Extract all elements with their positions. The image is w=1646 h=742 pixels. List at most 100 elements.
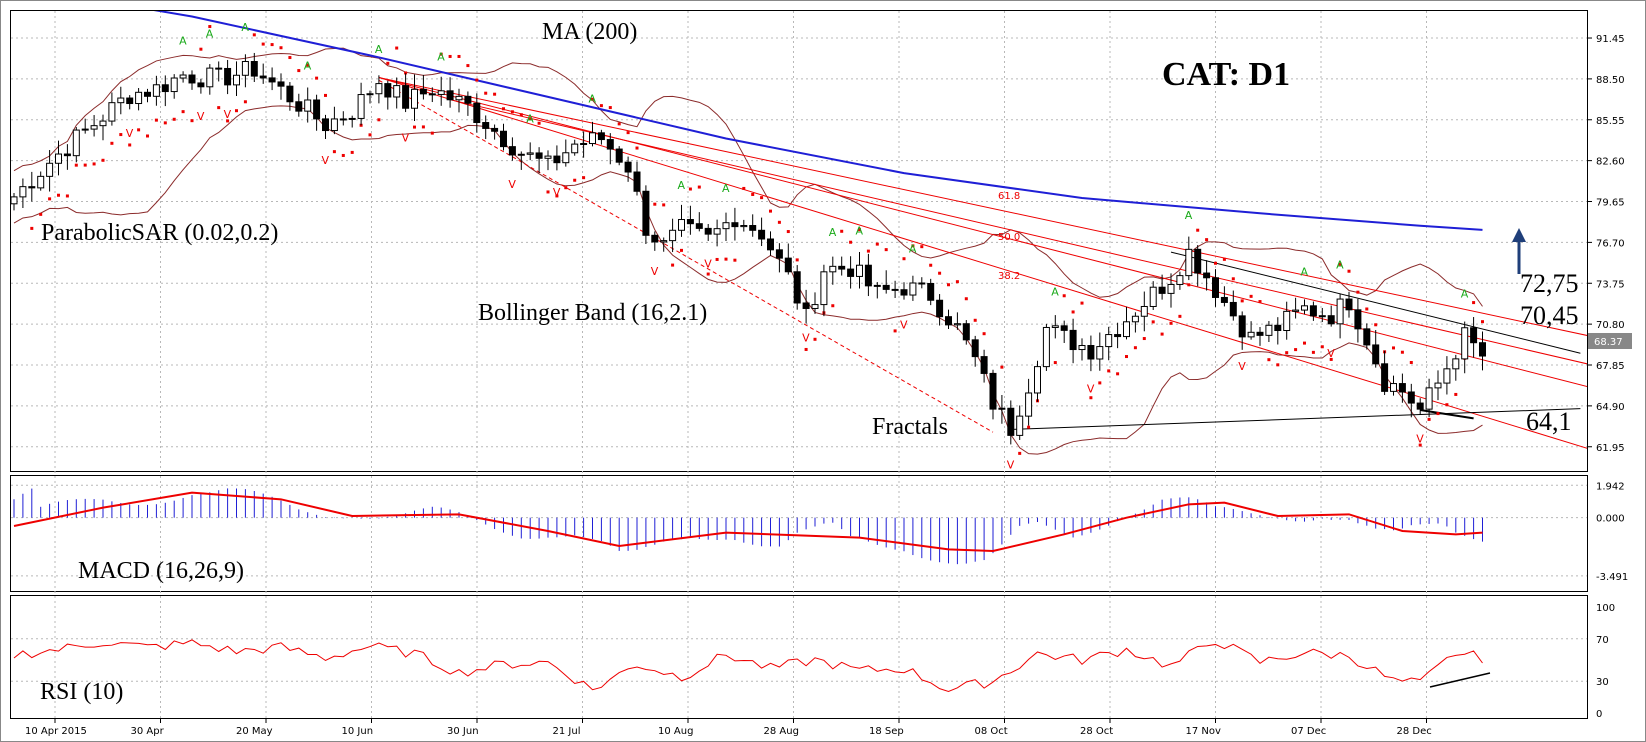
sar-dot	[884, 248, 888, 252]
fractal-up-marker: A	[179, 35, 187, 48]
candle-body	[1390, 383, 1397, 392]
sar-dot	[261, 42, 265, 46]
trend-line-3	[449, 99, 1587, 365]
sar-dot	[270, 43, 274, 47]
fractal-down-marker: V	[224, 108, 232, 121]
candle-body	[686, 219, 694, 225]
time-tick-label: 07 Dec	[1291, 726, 1326, 737]
fractal-up-marker: A	[304, 60, 312, 73]
sar-dot	[1320, 345, 1324, 349]
sar-dot	[795, 258, 799, 262]
sar-dot	[546, 190, 550, 194]
fractal-down-marker: V	[322, 154, 330, 167]
candle-body	[455, 95, 463, 101]
candle-body	[72, 129, 80, 157]
sar-dot	[172, 117, 176, 121]
candle-body	[767, 238, 774, 251]
sar-dot	[1214, 261, 1217, 265]
sar-dot	[119, 133, 123, 137]
rsi-tick-label: 0	[1596, 709, 1602, 720]
candle-body	[437, 90, 445, 95]
sar-dot	[208, 25, 212, 29]
sar-dot	[1187, 283, 1191, 287]
sar-dot	[377, 118, 381, 122]
time-tick-label: 21 Jul	[553, 726, 581, 737]
candle-body	[1256, 331, 1264, 336]
sar-dot	[929, 263, 933, 267]
sar-dot	[973, 318, 977, 322]
sar-dot	[199, 47, 203, 51]
sar-dot	[48, 197, 52, 201]
candle-body	[1203, 272, 1211, 279]
sar-dot	[252, 33, 256, 37]
candle-body	[945, 316, 952, 326]
candle-body	[526, 152, 534, 155]
candle-body	[1016, 415, 1024, 436]
candle-body	[295, 101, 303, 112]
candle-body	[99, 120, 107, 127]
chart-title: CAT: D1	[1162, 56, 1290, 93]
sar-dot	[1116, 372, 1120, 376]
sar-dot	[742, 186, 746, 190]
candle-body	[891, 288, 899, 291]
sar-dot	[404, 71, 408, 75]
candle-body	[615, 148, 623, 163]
price-tick-label: 88.50	[1596, 75, 1625, 86]
sar-dot	[466, 64, 470, 68]
time-tick-label: 10 Jun	[342, 726, 374, 737]
candle-body	[1194, 248, 1202, 274]
fractal-up-marker: A	[437, 50, 445, 63]
sar-dot	[1392, 346, 1395, 350]
sar-dot	[1409, 360, 1413, 364]
candle-body	[864, 264, 872, 287]
sar-dot	[1089, 396, 1093, 400]
sar-dot	[484, 91, 488, 95]
time-tick-label: 28 Aug	[764, 726, 799, 737]
sar-dot	[1481, 320, 1484, 324]
sar-dot	[510, 110, 514, 114]
fib-label-2: 50.0	[998, 232, 1020, 243]
fractal-down-marker: V	[1087, 382, 1095, 395]
candle-body	[37, 175, 45, 189]
candle-body	[936, 299, 944, 318]
sar-dot	[217, 106, 221, 110]
candle-body	[856, 264, 863, 277]
sar-dot	[777, 220, 781, 224]
macd-histogram	[13, 488, 1483, 565]
macd-tick-label: 0.000	[1596, 514, 1625, 525]
sar-dot	[733, 258, 737, 262]
candle-body	[1461, 327, 1469, 360]
candle-body	[1007, 407, 1015, 436]
current-price-label: 68.37	[1594, 337, 1623, 348]
rsi-panel-frame	[10, 595, 1588, 719]
fib-label-3: 38.2	[998, 271, 1020, 282]
candle-body	[962, 323, 970, 341]
sar-dot	[751, 192, 755, 196]
candle-body	[375, 83, 383, 95]
sar-dot	[813, 337, 817, 341]
candle-body	[1238, 315, 1246, 338]
candle-body	[873, 284, 881, 287]
macd-axis: 1.942 0.000 -3.491	[1596, 481, 1628, 583]
candle-body	[597, 132, 605, 141]
candle-body	[1114, 334, 1122, 338]
candle-body	[829, 265, 837, 273]
candle-body	[402, 85, 410, 109]
time-tick-label: 18 Sep	[869, 726, 904, 737]
candle-body	[660, 240, 668, 243]
candle-body	[357, 94, 365, 119]
candle-body	[606, 139, 614, 150]
fractal-up-marker: A	[856, 225, 864, 238]
sar-dot	[697, 185, 701, 189]
candle-body	[1069, 329, 1077, 351]
sar-dot	[724, 257, 728, 261]
candle-body	[847, 268, 855, 277]
sar-dot	[163, 121, 167, 125]
sar-dot	[386, 61, 390, 65]
candle-body	[1434, 382, 1442, 389]
sar-dot	[181, 110, 185, 114]
ma200-line	[153, 11, 1483, 231]
sar-dot	[1080, 301, 1084, 305]
candle-body	[144, 91, 151, 97]
candle-body	[740, 225, 748, 228]
